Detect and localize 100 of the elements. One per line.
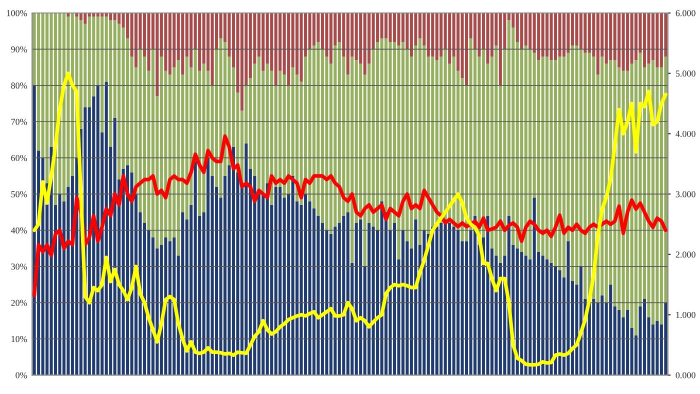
bar bbox=[600, 295, 604, 376]
y2-tick-label: 1.000 bbox=[676, 312, 696, 318]
bar bbox=[554, 13, 558, 60]
bar bbox=[118, 24, 121, 180]
bar bbox=[524, 256, 528, 376]
bar bbox=[541, 56, 544, 256]
bar bbox=[100, 16, 104, 132]
bar bbox=[164, 13, 168, 71]
bar bbox=[537, 13, 540, 60]
bar bbox=[206, 158, 210, 376]
bar bbox=[376, 42, 380, 230]
bar bbox=[134, 13, 138, 68]
bar bbox=[558, 270, 562, 376]
bar bbox=[626, 13, 630, 71]
bar bbox=[338, 42, 341, 224]
bar bbox=[546, 13, 549, 56]
bar bbox=[354, 223, 358, 376]
bar bbox=[604, 13, 608, 64]
bar bbox=[312, 13, 316, 46]
bar bbox=[287, 13, 290, 86]
bar bbox=[532, 198, 536, 376]
bar bbox=[300, 13, 303, 82]
bar bbox=[346, 212, 350, 376]
bar bbox=[558, 13, 562, 56]
bar bbox=[156, 13, 159, 96]
bar bbox=[642, 299, 646, 376]
y-tick-label: 0% bbox=[16, 372, 28, 378]
y-tick-label: 70% bbox=[11, 118, 28, 125]
bar bbox=[384, 13, 388, 38]
bar bbox=[618, 13, 621, 68]
bar bbox=[388, 42, 392, 230]
bar bbox=[498, 13, 502, 86]
y2-tick-label: 4.000 bbox=[676, 130, 696, 137]
bar bbox=[291, 176, 294, 376]
bar bbox=[642, 13, 646, 68]
bar bbox=[397, 13, 400, 46]
bar bbox=[304, 194, 308, 376]
bar bbox=[190, 13, 193, 68]
bar bbox=[516, 248, 519, 376]
y-tick-label: 90% bbox=[11, 46, 28, 52]
bar bbox=[584, 52, 587, 300]
bar bbox=[185, 56, 188, 220]
bar bbox=[579, 13, 582, 50]
bar bbox=[240, 13, 244, 111]
bar bbox=[380, 13, 384, 38]
bar bbox=[392, 223, 396, 376]
bar bbox=[554, 60, 558, 266]
bar bbox=[334, 226, 337, 376]
bar bbox=[431, 13, 434, 56]
bar bbox=[541, 256, 544, 376]
bar bbox=[656, 320, 659, 376]
bar bbox=[435, 13, 438, 60]
bar bbox=[342, 216, 346, 376]
bar bbox=[452, 56, 456, 227]
bar bbox=[46, 13, 49, 184]
y2-tick-label: 0.000 bbox=[676, 372, 696, 378]
bar bbox=[520, 13, 524, 50]
bar bbox=[440, 13, 443, 56]
bar bbox=[368, 223, 371, 376]
bar bbox=[440, 223, 443, 376]
bar bbox=[456, 230, 460, 376]
bar bbox=[622, 13, 625, 71]
bar bbox=[546, 56, 549, 260]
bar bbox=[410, 13, 413, 56]
y2-tick-label: 6.000 bbox=[676, 10, 696, 16]
bar bbox=[84, 13, 87, 24]
bar bbox=[550, 60, 553, 263]
bar bbox=[656, 13, 659, 68]
bar bbox=[592, 299, 596, 376]
bar bbox=[520, 252, 524, 376]
bar bbox=[354, 13, 358, 60]
bar bbox=[372, 226, 375, 376]
y2-tick-label: 3.000 bbox=[676, 191, 696, 198]
bar bbox=[452, 226, 456, 376]
bar bbox=[626, 310, 630, 376]
bar bbox=[634, 13, 638, 60]
bar bbox=[550, 13, 553, 60]
y2-tick-label: 5.000 bbox=[676, 70, 696, 77]
bar bbox=[147, 13, 150, 71]
bar bbox=[282, 74, 286, 198]
bar bbox=[566, 13, 570, 53]
y-tick-label: 50% bbox=[11, 191, 28, 198]
bar bbox=[596, 13, 600, 75]
bar bbox=[524, 13, 528, 46]
bar bbox=[329, 13, 332, 64]
bar bbox=[554, 266, 558, 376]
y-tick-label: 30% bbox=[11, 264, 28, 270]
bar bbox=[444, 219, 447, 376]
bar bbox=[210, 13, 214, 86]
bar bbox=[546, 259, 549, 376]
bar bbox=[160, 56, 163, 245]
bar bbox=[426, 13, 430, 56]
bar bbox=[350, 56, 354, 263]
bar bbox=[647, 13, 650, 64]
bar bbox=[219, 38, 222, 198]
y-tick-label: 40% bbox=[10, 227, 28, 234]
bar bbox=[198, 13, 202, 71]
bar bbox=[363, 13, 366, 75]
bar bbox=[262, 13, 265, 71]
bar bbox=[575, 46, 578, 285]
